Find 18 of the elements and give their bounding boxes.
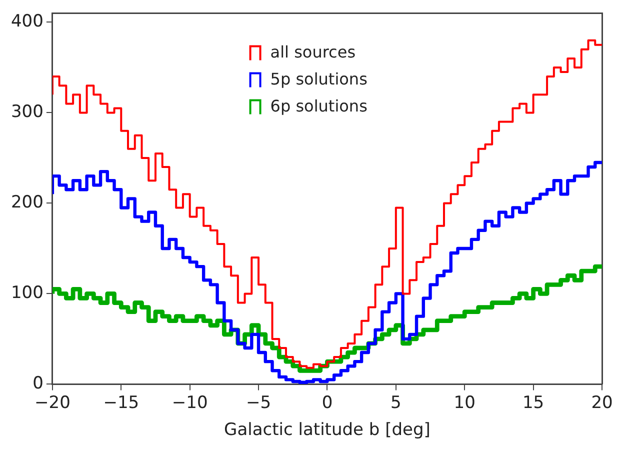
x-tick-label: −15 (103, 392, 140, 413)
x-tick-label: −20 (34, 392, 70, 413)
x-tick-label: 15 (522, 392, 544, 413)
legend-label: all sources (270, 42, 356, 62)
y-tick-label: 400 (10, 12, 44, 32)
y-tick-label: 100 (10, 283, 44, 304)
x-tick-label: 10 (454, 392, 476, 413)
y-tick-label: 300 (10, 102, 44, 122)
y-tick-label: 200 (10, 192, 44, 213)
x-tick-label: −5 (246, 392, 272, 413)
x-tick-label: 5 (390, 392, 402, 413)
x-tick-label: 20 (591, 392, 613, 413)
x-tick-label: −10 (172, 392, 208, 413)
legend-label: 5p solutions (270, 69, 368, 88)
y-tick-label: 0 (32, 374, 44, 394)
x-tick-label: 0 (322, 392, 333, 413)
x-axis-title: Galactic latitude b [deg] (224, 420, 430, 440)
legend-label: 6p solutions (270, 96, 368, 116)
